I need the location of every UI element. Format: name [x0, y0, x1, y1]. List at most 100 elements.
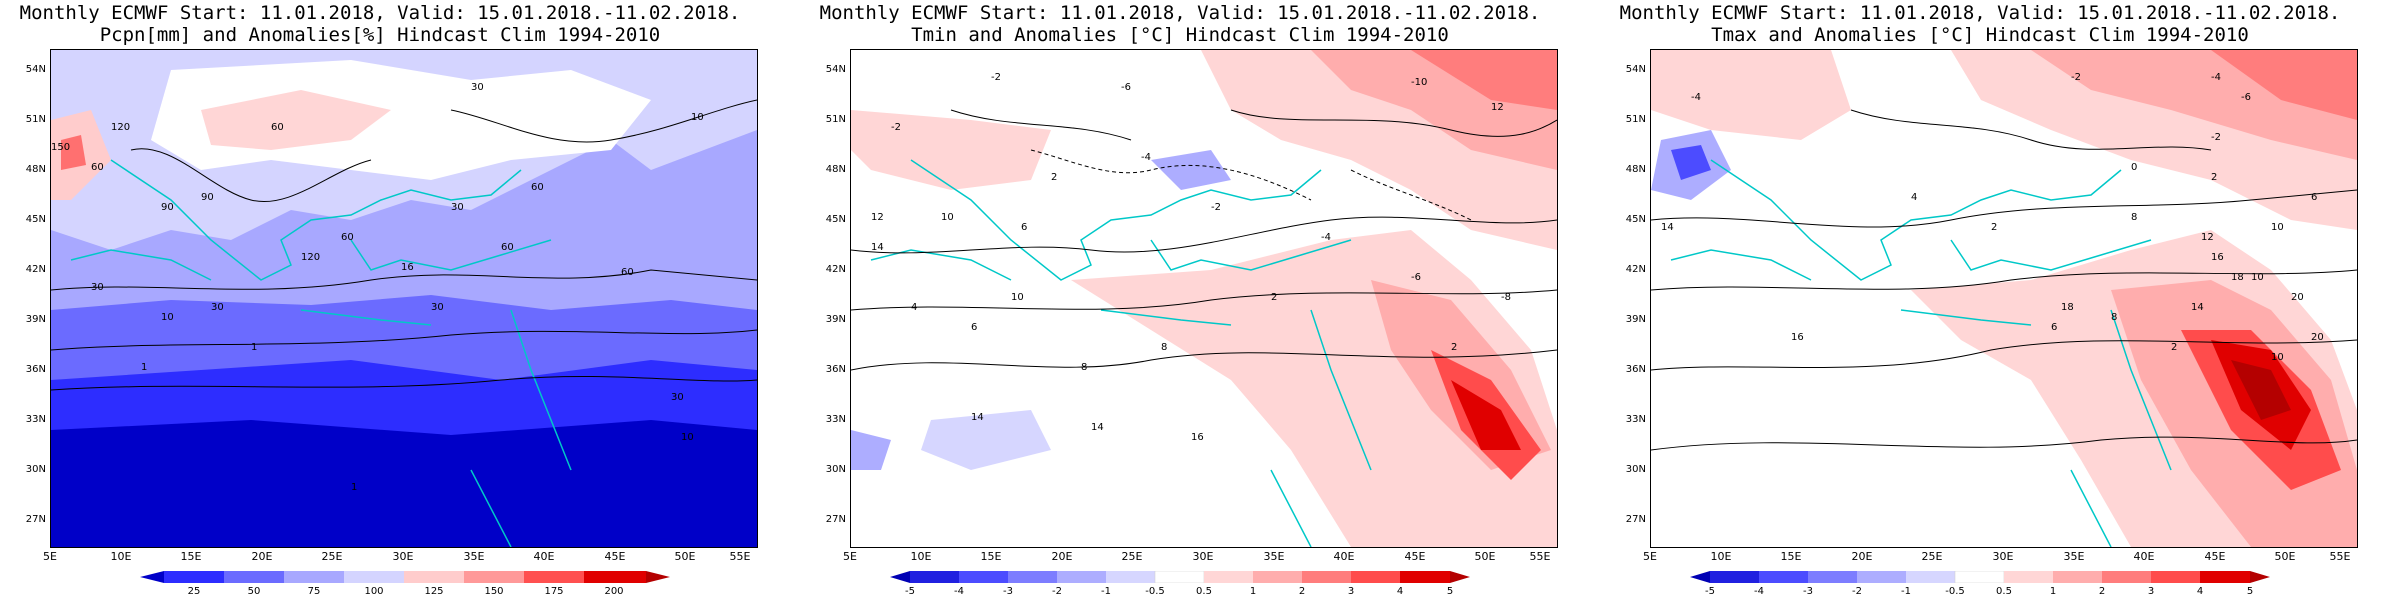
precip-map: 30 60 90 120 150 60 90 60 30 10 30 1 10 …	[50, 49, 758, 548]
contour-label: 10	[161, 312, 174, 323]
contour-label: 60	[271, 122, 284, 133]
contour-label: 14	[1091, 422, 1104, 433]
contour-label: 20	[2311, 332, 2324, 343]
contour-label: 16	[1191, 432, 1204, 443]
contour-label: -4	[1321, 232, 1331, 243]
contour-label: 30	[211, 302, 224, 313]
contour-label: 30	[431, 302, 444, 313]
contour-label: -6	[2241, 92, 2251, 103]
contour-label: 60	[341, 232, 354, 243]
panel-subtitle: Tmin and Anomalies [°C] Hindcast Clim 19…	[911, 24, 1449, 46]
contour-label: 16	[1791, 332, 1804, 343]
contour-label: 2	[1271, 292, 1277, 303]
panel-subtitle: Pcpn[mm] and Anomalies[%] Hindcast Clim …	[99, 24, 661, 46]
tmax-colorbar	[1690, 571, 2270, 583]
contour-label: 10	[2251, 272, 2264, 283]
contour-label: 12	[1491, 102, 1504, 113]
contour-label: 1	[251, 342, 257, 353]
contour-label: 0	[2131, 162, 2137, 173]
contour-label: 10	[2271, 352, 2284, 363]
contour-label: 8	[1161, 342, 1167, 353]
panel-title: Monthly ECMWF Start: 11.01.2018, Valid: …	[1619, 2, 2341, 24]
contour-label: 30	[471, 82, 484, 93]
contour-label: 8	[2111, 312, 2117, 323]
contour-label: 2	[1991, 222, 1997, 233]
contours: -4 -2 -6 -4 -2 0 2 4 6 2 8 10 14 12 16 1…	[1651, 72, 2357, 451]
contour-labels: 30 60 90 120 150 60 90 60 30 10 30 1 10 …	[51, 82, 704, 493]
tmin-field	[851, 50, 1557, 547]
contour-label: 30	[671, 392, 684, 403]
contour-label: 6	[2051, 322, 2057, 333]
contour-label: -2	[891, 122, 901, 133]
contour-label: 20	[2291, 292, 2304, 303]
coastlines	[1670, 159, 2172, 547]
contour-label: 120	[301, 252, 320, 263]
contour-label: 16	[2211, 252, 2224, 263]
contour-label: 10	[691, 112, 704, 123]
contour-label: 30	[451, 202, 464, 213]
contour-label: -10	[1411, 77, 1427, 88]
contour-label: 10	[2271, 222, 2284, 233]
tmax-field	[1651, 50, 2357, 547]
contour-label: -8	[1501, 292, 1511, 303]
contour-label: 60	[621, 267, 634, 278]
contour-label: 14	[871, 242, 884, 253]
contour-label: 2	[2171, 342, 2177, 353]
contour-label: -4	[2211, 72, 2221, 83]
contour-label: 90	[201, 192, 214, 203]
tmax-panel: Monthly ECMWF Start: 11.01.2018, Valid: …	[1600, 0, 2360, 600]
contour-label: 60	[531, 182, 544, 193]
contour-label: 6	[1021, 222, 1027, 233]
contour-label: -2	[991, 72, 1001, 83]
contour-label: 14	[971, 412, 984, 423]
contour-label: 90	[161, 202, 174, 213]
contour-label: 2	[1451, 342, 1457, 353]
contour-label: 4	[911, 302, 917, 313]
contour-label: 18	[2231, 272, 2244, 283]
contour-label: 60	[91, 162, 104, 173]
precip-panel: Monthly ECMWF Start: 11.01.2018, Valid: …	[0, 0, 760, 600]
contour-label: 12	[2201, 232, 2214, 243]
tmin-panel: Monthly ECMWF Start: 11.01.2018, Valid: …	[800, 0, 1560, 600]
contour-label: 8	[1081, 362, 1087, 373]
contour-label: -2	[2071, 72, 2081, 83]
contour-label: 120	[111, 122, 130, 133]
contour-label: -2	[2211, 132, 2221, 143]
coastlines	[70, 159, 572, 547]
contour-label: 10	[1011, 292, 1024, 303]
contour-label: -4	[1691, 92, 1701, 103]
contour-label: 30	[91, 282, 104, 293]
contour-label: 2	[1051, 172, 1057, 183]
contour-labels: -2 -6 -10 -2 -4 2 12 10 6 14 -2 -4 8 2 -…	[871, 72, 1511, 443]
contour-label: 10	[681, 432, 694, 443]
precip-colorbar	[140, 571, 670, 583]
tmax-map: -4 -2 -6 -4 -2 0 2 4 6 2 8 10 14 12 16 1…	[1650, 49, 2358, 548]
contour-label: 8	[2131, 212, 2137, 223]
contour-label: 16	[401, 262, 414, 273]
contour-label: 2	[2211, 172, 2217, 183]
contour-label: 10	[941, 212, 954, 223]
panel-title: Monthly ECMWF Start: 11.01.2018, Valid: …	[819, 2, 1541, 24]
tmin-map: -2 -6 -10 -2 -4 2 12 10 6 14 -2 -4 8 2 -…	[850, 49, 1558, 548]
contour-label: 12	[871, 212, 884, 223]
contour-label: 4	[1911, 192, 1917, 203]
contour-label: 6	[971, 322, 977, 333]
contours: -2 -6 -10 -2 -4 2 12 10 6 14 -2 -4 8 2 -…	[851, 72, 1557, 443]
tmin-colorbar	[890, 571, 1470, 583]
panel-subtitle: Tmax and Anomalies [°C] Hindcast Clim 19…	[1711, 24, 2249, 46]
contour-label: -4	[1141, 152, 1151, 163]
contour-label: -6	[1411, 272, 1421, 283]
contours: 30 60 90 120 150 60 90 60 30 10 30 1 10 …	[51, 82, 757, 493]
contour-label: 1	[141, 362, 147, 373]
coastlines	[870, 159, 1372, 547]
precip-field	[51, 50, 757, 547]
contour-label: 14	[1661, 222, 1674, 233]
contour-label: 6	[2311, 192, 2317, 203]
contour-label: 14	[2191, 302, 2204, 313]
contour-label: 1	[351, 482, 357, 493]
contour-label: 60	[501, 242, 514, 253]
contour-label: 18	[2061, 302, 2074, 313]
contour-label: -6	[1121, 82, 1131, 93]
contour-label: 150	[51, 142, 70, 153]
panel-title: Monthly ECMWF Start: 11.01.2018, Valid: …	[19, 2, 741, 24]
